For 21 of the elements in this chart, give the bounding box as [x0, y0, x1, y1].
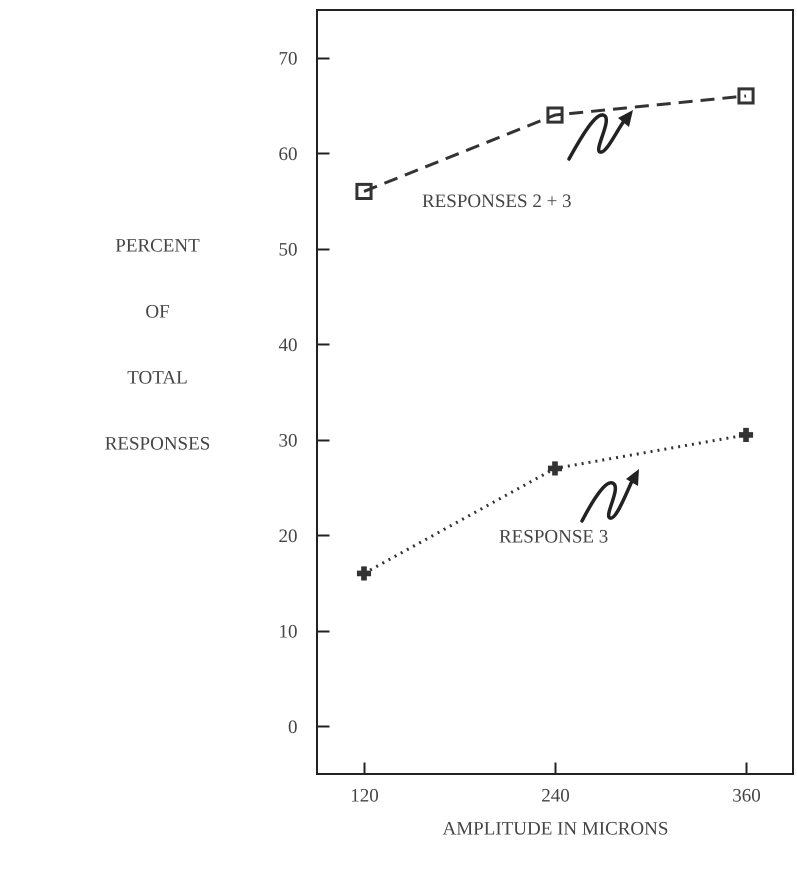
- point: [355, 182, 373, 200]
- x-axis-title: AMPLITUDE IN MICRONS: [442, 818, 668, 840]
- text: PERCENT OF TOTAL RESPONSES: [104, 236, 210, 454]
- series-label: RESPONSE 3: [499, 526, 608, 548]
- y-tick-label: 70: [278, 48, 298, 70]
- y-tick-label: 60: [278, 144, 298, 165]
- y-tick-label: 10: [278, 621, 298, 642]
- point: [548, 461, 562, 476]
- series-label: RESPONSES 2 + 3: [422, 191, 572, 212]
- x-tick-label: 240: [541, 786, 570, 806]
- y-tick-label: 30: [278, 430, 298, 452]
- y-tick-label: 20: [278, 526, 298, 547]
- y-tick-label: 50: [278, 239, 298, 260]
- y-tick-label: 40: [278, 334, 298, 356]
- point: [737, 87, 755, 105]
- x-tick-label: 360: [732, 786, 761, 806]
- x-tick-label: 120: [350, 786, 379, 806]
- point: [738, 428, 754, 442]
- point: [546, 106, 564, 124]
- point: [356, 566, 372, 581]
- y-tick-label: 0: [288, 716, 298, 738]
